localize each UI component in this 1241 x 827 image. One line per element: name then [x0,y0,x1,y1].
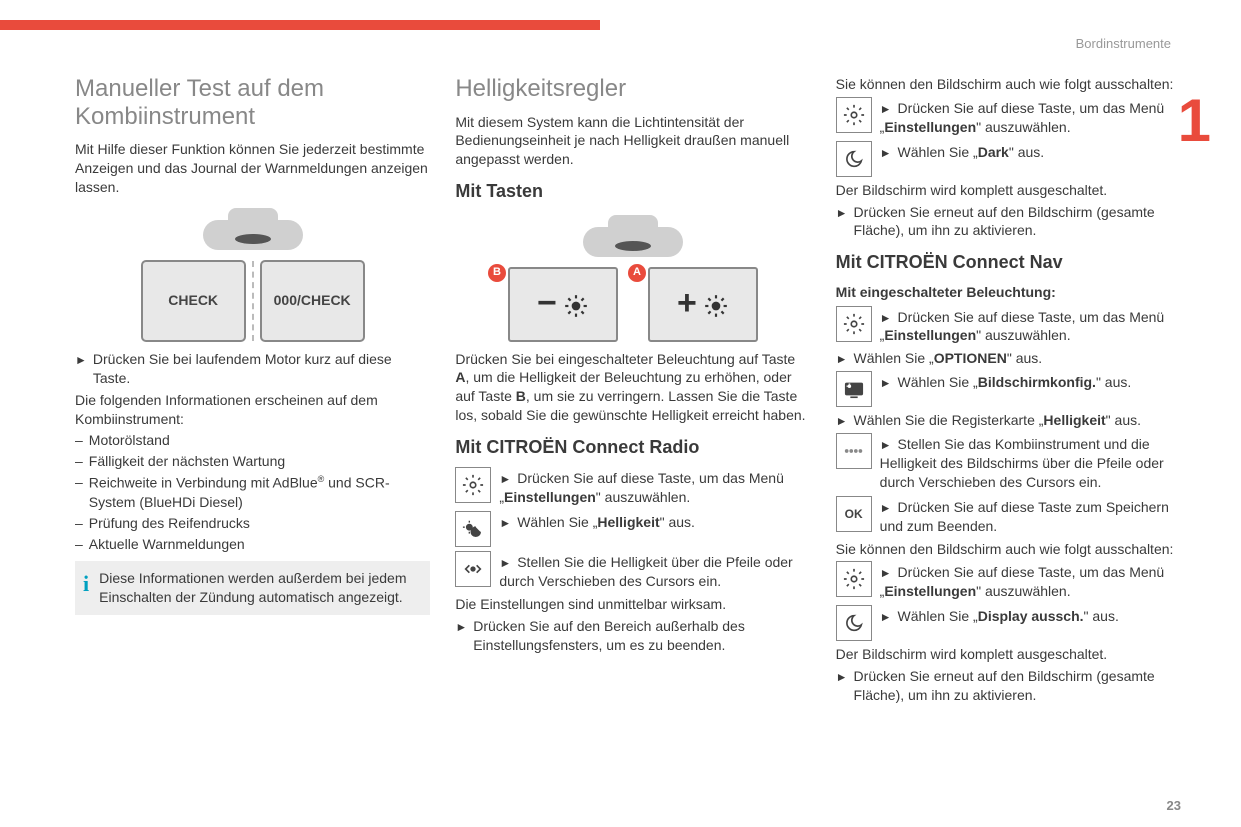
arrows-icon [455,551,491,587]
column-1: Manueller Test auf dem Kombiinstrument M… [75,75,430,708]
moon-icon [836,605,872,641]
h4-lighting: Mit eingeschalteter Beleuchtung: [836,283,1191,302]
nav-off-1: ►Drücken Sie auf diese Taste, um das Men… [836,561,1191,601]
check-button: CHECK [141,260,246,342]
list-item: –Fälligkeit der nächsten Wartung [75,452,430,471]
list-item: –Aktuelle Warnmeldungen [75,535,430,554]
car-brightness-diagram: B − A + [455,212,810,342]
off-step-2: ►Wählen Sie „Dark" aus. [836,141,1191,177]
off-step-4: ►Drücken Sie erneut auf den Bildschirm (… [836,203,1191,241]
slider-icon [836,433,872,469]
gear-icon [836,97,872,133]
col1-following: Die folgenden Informationen erscheinen a… [75,391,430,429]
nav-step-6: OK ►Drücken Sie auf diese Taste zum Spei… [836,496,1191,536]
h3-radio: Mit CITROËN Connect Radio [455,435,810,459]
info-icon: i [83,569,89,607]
nav-step-3: ►Wählen Sie „Bildschirmkonfig." aus. [836,371,1191,407]
col1-press-instruction: ►Drücken Sie bei laufendem Motor kurz au… [75,350,430,388]
000check-button: 000/CHECK [260,260,365,342]
ok-button-icon: OK [836,496,872,532]
h3-buttons: Mit Tasten [455,179,810,203]
nav-step-5: ►Stellen Sie das Kombiinstrument und die… [836,433,1191,492]
off-intro: Sie können den Bildschirm auch wie folgt… [836,75,1191,94]
col1-title: Manueller Test auf dem Kombiinstrument [75,75,430,130]
page-number: 23 [1167,797,1181,815]
off-step-1: ►Drücken Sie auf diese Taste, um das Men… [836,97,1191,137]
sun-icon [563,291,589,317]
badge-a: A [628,264,646,282]
brightness-minus-button: B − [508,267,618,342]
nav-step-4: ►Wählen Sie die Registerkarte „Helligkei… [836,411,1191,430]
car-check-diagram: CHECK 000/CHECK [75,205,430,342]
nav-step-2: ►Wählen Sie „OPTIONEN" aus. [836,349,1191,368]
nav-off-intro: Sie können den Bildschirm auch wie folgt… [836,540,1191,559]
screen-config-icon [836,371,872,407]
radio-step-1: ►Drücken Sie auf diese Taste, um das Men… [455,467,810,507]
gear-icon [455,467,491,503]
list-item: –Reichweite in Verbindung mit AdBlue® un… [75,473,430,511]
accent-bar [0,20,600,30]
sun-icon [703,291,729,317]
list-item: –Motorölstand [75,431,430,450]
radio-step-3: ►Stellen Sie die Helligkeit über die Pfe… [455,551,810,591]
col2-title: Helligkeitsregler [455,75,810,103]
radio-step-2: ►Wählen Sie „Helligkeit" aus. [455,511,810,547]
off-text3: Der Bildschirm wird komplett ausgeschalt… [836,181,1191,200]
info-box: i Diese Informationen werden außerdem be… [75,561,430,615]
brightness-plus-button: A + [648,267,758,342]
radio-step-5: ►Drücken Sie auf den Bereich außerhalb d… [455,617,810,655]
buttons-text: Drücken Sie bei eingeschalteter Beleucht… [455,350,810,426]
col2-intro: Mit diesem System kann die Lichtintensit… [455,113,810,170]
section-number: 1 [1178,80,1211,161]
column-2: Helligkeitsregler Mit diesem System kann… [455,75,810,708]
brightness-icon [455,511,491,547]
h3-nav: Mit CITROËN Connect Nav [836,250,1191,274]
gear-icon [836,306,872,342]
radio-text4: Die Einstellungen sind unmittelbar wirks… [455,595,810,614]
col1-intro: Mit Hilfe dieser Funktion können Sie jed… [75,140,430,197]
info-text: Diese Informationen werden außerdem bei … [99,569,422,607]
header-section: Bordinstrumente [1076,35,1171,53]
badge-b: B [488,264,506,282]
column-3: Sie können den Bildschirm auch wie folgt… [836,75,1191,708]
nav-off3: Der Bildschirm wird komplett ausgeschalt… [836,645,1191,664]
nav-step-1: ►Drücken Sie auf diese Taste, um das Men… [836,306,1191,346]
gear-icon [836,561,872,597]
list-item: –Prüfung des Reifendrucks [75,514,430,533]
nav-off-4: ►Drücken Sie erneut auf den Bildschirm (… [836,667,1191,705]
nav-off-2: ►Wählen Sie „Display aussch." aus. [836,605,1191,641]
moon-icon [836,141,872,177]
